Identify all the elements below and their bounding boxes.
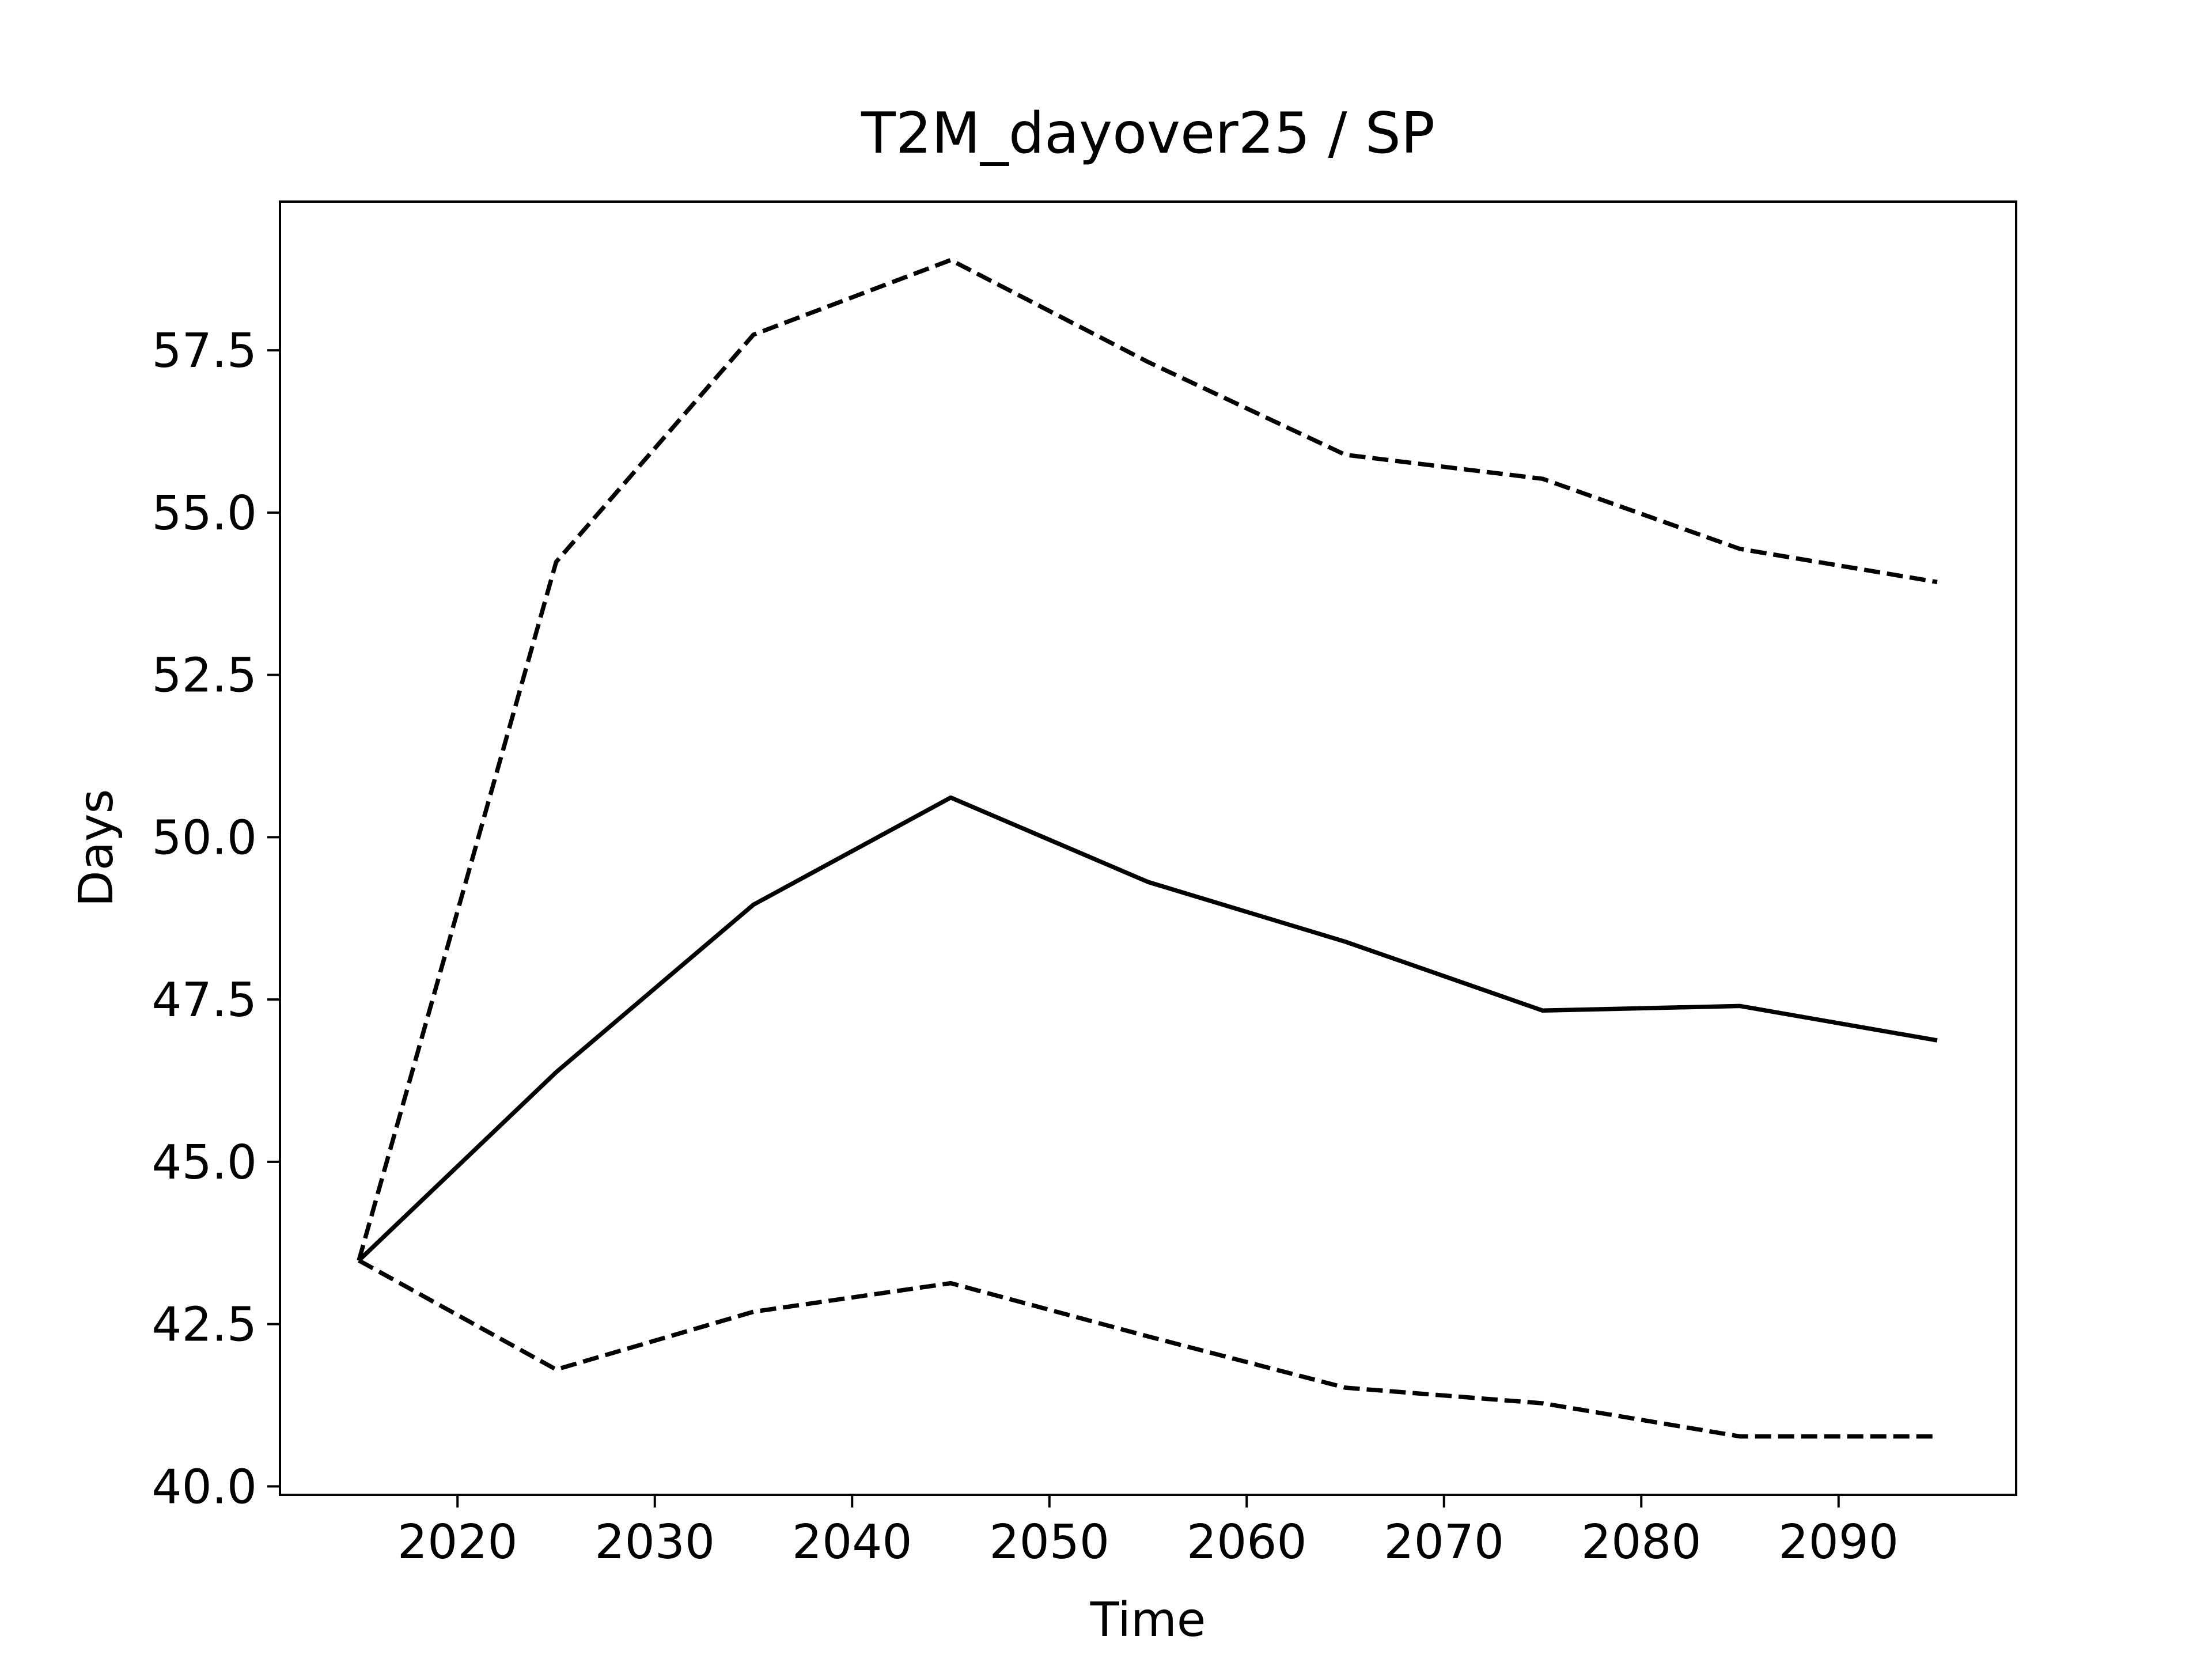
series-line xyxy=(357,795,1938,1262)
x-tick-label: 2080 xyxy=(1581,1515,1702,1570)
y-tick-label: 57.5 xyxy=(151,324,257,378)
series-line xyxy=(358,1258,1937,1439)
y-tick-label: 42.5 xyxy=(151,1298,257,1353)
x-tick-label: 2070 xyxy=(1384,1515,1504,1570)
series-line xyxy=(357,257,1938,1262)
x-tick-label: 2050 xyxy=(989,1515,1109,1570)
y-tick-label: 55.0 xyxy=(151,486,257,541)
y-axis-label: Days xyxy=(69,789,124,907)
x-tick-label: 2090 xyxy=(1778,1515,1899,1570)
x-tick-label: 2040 xyxy=(792,1515,912,1570)
x-tick-label: 2060 xyxy=(1187,1515,1307,1570)
y-tick-label: 45.0 xyxy=(151,1135,257,1190)
y-tick-label: 40.0 xyxy=(151,1460,257,1514)
chart-title: T2M_dayover25 / SP xyxy=(861,101,1435,166)
y-tick-label: 52.5 xyxy=(151,649,257,703)
axes-frame xyxy=(279,200,2017,1496)
plot-area xyxy=(357,257,1938,1439)
y-tick-label: 47.5 xyxy=(151,973,257,1028)
x-tick-label: 2020 xyxy=(397,1515,518,1570)
x-axis-label: Time xyxy=(1090,1593,1206,1647)
x-tick-label: 2030 xyxy=(594,1515,715,1570)
y-tick-label: 50.0 xyxy=(151,810,257,865)
